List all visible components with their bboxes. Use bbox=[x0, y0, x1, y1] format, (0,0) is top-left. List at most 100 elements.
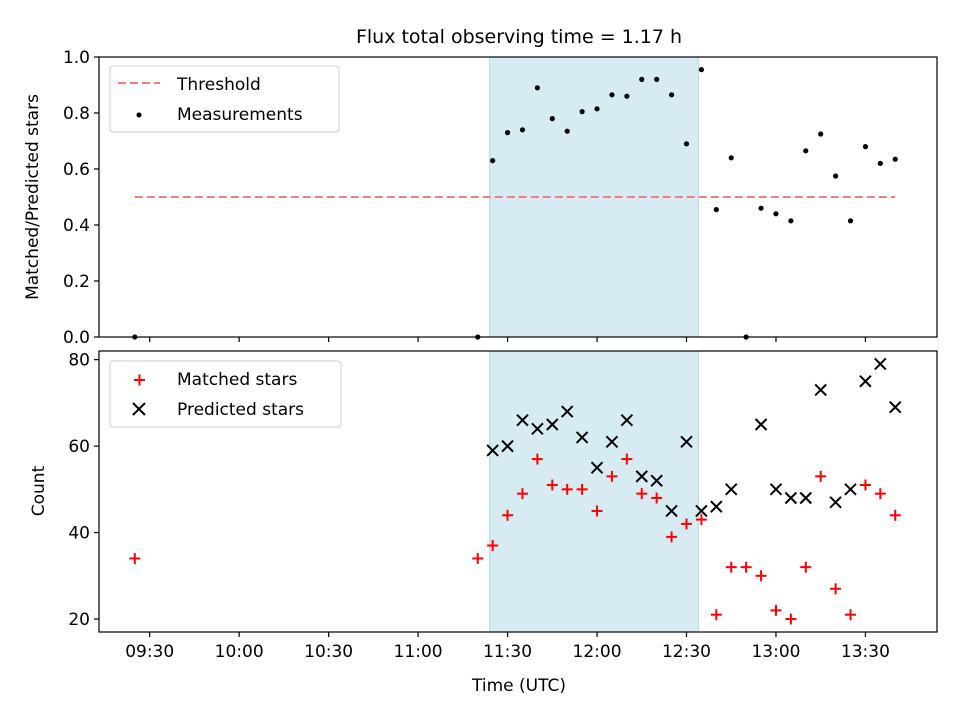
measurement-point bbox=[758, 205, 764, 211]
predicted-point bbox=[650, 474, 663, 487]
matched-point bbox=[546, 479, 558, 491]
measurement-point bbox=[713, 207, 719, 213]
bottom-axes-frame bbox=[98, 350, 938, 633]
measurement-point bbox=[609, 92, 615, 98]
predicted-point bbox=[829, 496, 842, 509]
measurement-point bbox=[504, 130, 511, 136]
top-axes-frame bbox=[98, 56, 938, 338]
predicted-point bbox=[889, 400, 902, 414]
y-tick-label: 80 bbox=[68, 351, 90, 371]
measurement-point bbox=[579, 109, 585, 115]
predicted-point bbox=[560, 405, 574, 418]
measurement-point bbox=[624, 93, 630, 99]
predicted-point bbox=[814, 383, 827, 397]
top-y-axis-label: Matched/Predicted stars bbox=[23, 94, 43, 300]
x-tick-label: 13:00 bbox=[751, 642, 800, 662]
measurement-point bbox=[654, 76, 660, 82]
predicted-point bbox=[710, 500, 723, 513]
measurement-point bbox=[788, 218, 794, 224]
measurement-point bbox=[639, 76, 645, 82]
x-tick-label: 13:30 bbox=[841, 642, 890, 662]
matched-point bbox=[591, 505, 603, 517]
matched-point bbox=[561, 483, 573, 495]
top-y-ticks: 0.0 0.2 0.4 0.6 0.8 1.0 bbox=[63, 48, 99, 348]
top-legend-frame bbox=[109, 65, 340, 133]
matched-point bbox=[710, 609, 722, 621]
top-x-ticks bbox=[149, 337, 867, 342]
bottom-legend: Matched stars Predicted stars bbox=[109, 360, 342, 428]
measurement-point bbox=[803, 148, 809, 154]
matched-point bbox=[666, 531, 678, 543]
matched-point bbox=[845, 609, 857, 621]
y-tick-label: 0.4 bbox=[63, 216, 90, 236]
x-tick-label: 12:30 bbox=[662, 642, 711, 662]
y-tick-label: 60 bbox=[68, 437, 90, 457]
matched-legend-label: Matched stars bbox=[177, 370, 297, 390]
predicted-point bbox=[590, 461, 604, 474]
matched-point bbox=[651, 492, 663, 504]
predicted-point bbox=[695, 504, 708, 518]
bottom-y-ticks: 20 40 60 80 bbox=[68, 351, 99, 630]
matched-point bbox=[830, 583, 842, 595]
predicted-point bbox=[605, 435, 619, 448]
predicted-point bbox=[486, 444, 499, 457]
predicted-legend-swatch bbox=[132, 402, 146, 416]
threshold-legend-label: Threshold bbox=[176, 75, 261, 95]
matched-point bbox=[725, 561, 737, 573]
measurement-point bbox=[877, 160, 883, 166]
y-tick-label: 1.0 bbox=[63, 48, 90, 68]
predicted-point bbox=[575, 431, 589, 444]
matched-point bbox=[815, 470, 827, 482]
matched-point bbox=[874, 488, 886, 500]
predicted-point bbox=[516, 413, 529, 427]
y-tick-label: 0.8 bbox=[63, 104, 90, 124]
x-tick-label: 09:30 bbox=[125, 642, 174, 662]
matched-point bbox=[800, 561, 812, 573]
matched-point bbox=[487, 540, 499, 552]
x-tick-label: 10:30 bbox=[304, 642, 353, 662]
matched-point bbox=[889, 509, 901, 521]
matched-point bbox=[516, 488, 528, 500]
shaded-region-1 bbox=[489, 350, 699, 633]
matched-point bbox=[695, 514, 707, 526]
matched-point bbox=[680, 518, 692, 530]
measurement-point bbox=[847, 218, 854, 224]
predicted-point bbox=[754, 418, 768, 431]
matched-point bbox=[621, 453, 633, 465]
predicted-point bbox=[620, 413, 634, 427]
matched-point bbox=[606, 470, 618, 482]
predicted-point bbox=[635, 470, 648, 483]
measurement-point bbox=[549, 116, 555, 122]
matched-point bbox=[770, 604, 782, 616]
matched-point bbox=[531, 453, 543, 465]
predicted-point bbox=[769, 483, 783, 496]
measurement-point bbox=[564, 128, 570, 134]
y-tick-label: 20 bbox=[68, 610, 90, 630]
measurement-point bbox=[862, 144, 869, 150]
matched-point bbox=[636, 488, 648, 500]
bottom-legend-frame bbox=[109, 360, 342, 428]
predicted-point bbox=[874, 357, 887, 371]
matched-point bbox=[785, 613, 797, 625]
matched-point bbox=[472, 553, 484, 565]
x-tick-label: 11:30 bbox=[483, 642, 532, 662]
measurement-point bbox=[728, 155, 734, 161]
y-tick-label: 40 bbox=[68, 524, 90, 544]
predicted-point bbox=[546, 418, 559, 431]
measurement-point bbox=[892, 156, 898, 162]
measurement-point bbox=[519, 127, 526, 133]
predicted-point bbox=[501, 439, 514, 453]
bottom-y-axis-label: Count bbox=[29, 465, 49, 516]
measurement-point bbox=[668, 92, 675, 98]
x-tick-label: 10:00 bbox=[215, 642, 264, 662]
measurement-point bbox=[833, 173, 839, 179]
measurement-point bbox=[534, 85, 540, 91]
top-plot-layer bbox=[132, 56, 898, 340]
predicted-point bbox=[844, 483, 857, 496]
matched-point bbox=[740, 561, 752, 573]
matched-point bbox=[859, 479, 871, 491]
measurement-point bbox=[490, 158, 496, 164]
matched-point bbox=[576, 483, 588, 495]
y-tick-label: 0.6 bbox=[63, 160, 90, 180]
chart-title: Flux total observing time = 1.17 h bbox=[356, 26, 682, 48]
